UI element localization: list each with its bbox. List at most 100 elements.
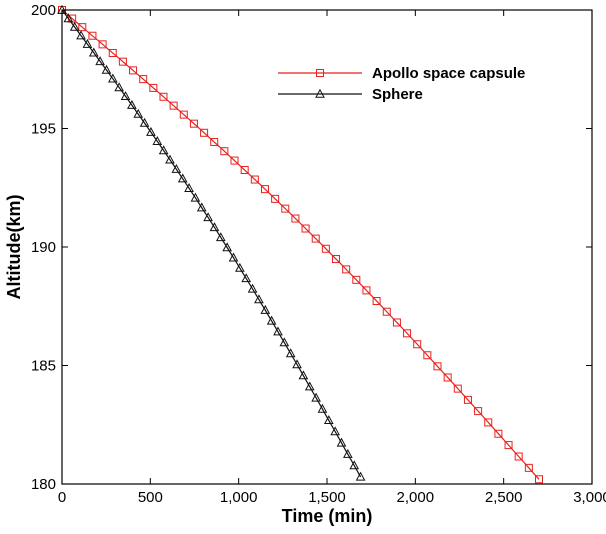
data-point-sphere: [196, 202, 207, 212]
data-point-apollo: [189, 119, 198, 128]
data-point-apollo: [524, 463, 533, 472]
data-point-sphere: [158, 145, 169, 155]
y-tick-label: 180: [31, 476, 56, 493]
data-point-apollo: [484, 418, 493, 427]
data-point-apollo: [200, 128, 209, 137]
data-point-sphere: [260, 304, 271, 314]
data-point-apollo: [321, 244, 330, 253]
data-point-apollo: [372, 296, 381, 305]
data-point-sphere: [177, 173, 188, 183]
y-tick-label: 195: [31, 121, 56, 138]
data-point-apollo: [463, 395, 472, 404]
data-point-sphere: [247, 283, 258, 293]
series-layer: [57, 4, 543, 484]
data-point-apollo: [535, 475, 543, 484]
data-point-apollo: [271, 194, 280, 203]
x-axis-title: Time (min): [282, 506, 373, 526]
x-tick-label: 2,500: [485, 489, 523, 506]
data-point-sphere: [266, 315, 277, 325]
x-tick-label: 500: [138, 489, 163, 506]
data-point-apollo: [413, 340, 422, 349]
data-point-apollo: [139, 75, 148, 84]
data-point-sphere: [152, 136, 163, 145]
data-point-sphere: [355, 471, 366, 481]
data-point-sphere: [69, 21, 80, 31]
data-point-apollo: [149, 83, 158, 92]
data-point-sphere: [311, 392, 321, 402]
data-point-sphere: [304, 381, 315, 391]
data-point-sphere: [330, 426, 340, 436]
data-point-apollo: [474, 407, 483, 416]
y-tick-label: 185: [31, 358, 56, 375]
data-point-sphere: [114, 82, 125, 92]
axis-ticks: 0 500 1,000 1,500 2,000 2,500 3,000 180 185 190 19…: [31, 2, 606, 506]
data-point-apollo: [129, 66, 138, 75]
data-point-apollo: [260, 185, 269, 194]
data-point-sphere: [76, 30, 86, 40]
data-point-sphere: [279, 337, 290, 347]
data-point-sphere: [292, 359, 302, 369]
data-point-sphere: [273, 326, 283, 336]
data-point-sphere: [203, 212, 213, 222]
data-point-sphere: [133, 108, 144, 118]
data-point-sphere: [139, 117, 150, 127]
data-point-apollo: [494, 429, 503, 438]
data-point-apollo: [403, 329, 412, 338]
x-tick-label: 1,500: [308, 489, 346, 506]
data-point-sphere: [285, 348, 296, 358]
data-point-sphere: [146, 126, 156, 136]
data-point-apollo: [250, 175, 259, 184]
data-point-sphere: [222, 242, 233, 252]
data-point-sphere: [127, 99, 137, 109]
x-tick-label: 3,000: [573, 489, 606, 506]
data-point-sphere: [120, 91, 131, 101]
data-point-sphere: [317, 403, 328, 413]
y-tick-label: 190: [31, 239, 56, 256]
data-point-sphere: [88, 47, 99, 57]
data-point-apollo: [118, 57, 127, 66]
legend: Apollo space capsule Sphere: [278, 65, 525, 103]
data-point-apollo: [453, 384, 462, 393]
x-tick-label: 0: [58, 489, 66, 506]
data-point-apollo: [230, 156, 239, 165]
x-tick-label: 2,000: [397, 489, 435, 506]
data-point-sphere: [82, 38, 93, 48]
data-point-sphere: [107, 73, 118, 83]
data-point-sphere: [349, 460, 360, 470]
data-point-apollo: [220, 147, 229, 156]
data-point-apollo: [98, 40, 107, 49]
data-point-sphere: [209, 222, 220, 232]
data-point-apollo: [159, 92, 168, 101]
data-point-sphere: [298, 370, 309, 380]
data-point-apollo: [78, 23, 87, 32]
data-point-apollo: [240, 166, 249, 175]
data-point-sphere: [215, 232, 226, 242]
data-point-sphere: [95, 56, 105, 66]
data-point-sphere: [101, 64, 112, 74]
y-tick-label: 200: [31, 2, 56, 19]
series-line-0: [61, 9, 540, 480]
data-point-sphere: [343, 448, 353, 458]
data-point-sphere: [190, 192, 201, 202]
data-point-apollo: [169, 101, 178, 110]
data-point-sphere: [228, 252, 239, 262]
data-point-apollo: [311, 234, 320, 243]
data-point-sphere: [184, 182, 194, 192]
x-tick-label: 1,000: [220, 489, 258, 506]
data-point-apollo: [179, 110, 188, 119]
data-point-apollo: [362, 286, 371, 295]
data-point-apollo: [443, 373, 452, 382]
data-point-apollo: [281, 204, 290, 213]
data-point-sphere: [336, 437, 347, 447]
legend-label-apollo: Apollo space capsule: [372, 65, 525, 82]
data-point-sphere: [323, 415, 334, 425]
legend-label-sphere: Sphere: [372, 86, 423, 103]
data-point-apollo: [210, 137, 219, 146]
data-point-sphere: [254, 294, 264, 304]
data-point-sphere: [63, 13, 74, 23]
legend-item-sphere: Sphere: [278, 86, 423, 103]
data-point-apollo: [108, 48, 117, 57]
data-point-sphere: [235, 262, 245, 272]
data-point-apollo: [423, 351, 432, 360]
